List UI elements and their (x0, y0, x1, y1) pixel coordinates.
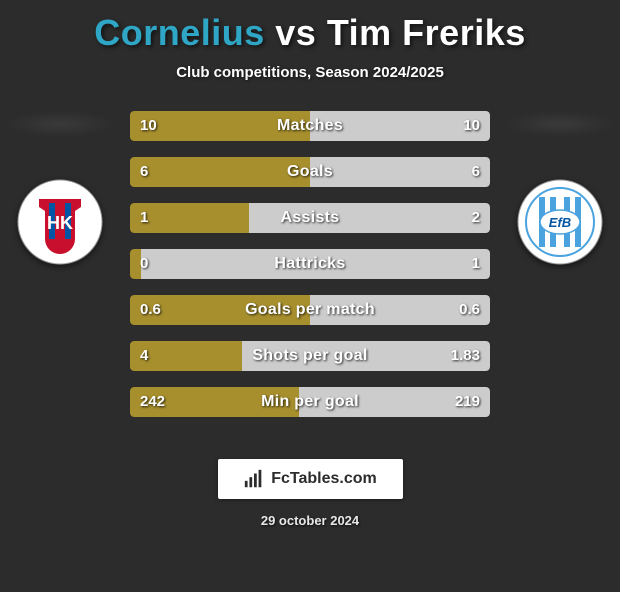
bar-left-fill (130, 157, 310, 187)
stat-value-right: 219 (455, 387, 480, 417)
stat-row: 242219Min per goal (130, 387, 490, 417)
stat-value-left: 1 (140, 203, 148, 233)
stat-value-left: 0.6 (140, 295, 161, 325)
stat-value-right: 6 (472, 157, 480, 187)
stat-row: 12Assists (130, 203, 490, 233)
site-name: FcTables.com (271, 470, 377, 488)
right-club-column: EfB (500, 111, 620, 265)
bar-right-fill (249, 203, 490, 233)
player2-name: Tim Freriks (327, 12, 526, 53)
stat-row: 1010Matches (130, 111, 490, 141)
bar-right-fill (141, 249, 490, 279)
stat-value-right: 2 (472, 203, 480, 233)
date-text: 29 october 2024 (0, 513, 620, 528)
player1-name: Cornelius (94, 12, 265, 53)
club-badge-right: EfB (517, 179, 603, 265)
content-area: HK EfB 1010Matches66Goals12Assists01Hatt… (0, 111, 620, 431)
bar-left-fill (130, 111, 310, 141)
stat-bars: 1010Matches66Goals12Assists01Hattricks0.… (130, 111, 490, 433)
stat-value-left: 4 (140, 341, 148, 371)
stat-value-left: 0 (140, 249, 148, 279)
stat-row: 66Goals (130, 157, 490, 187)
club-badge-left: HK (17, 179, 103, 265)
stat-value-left: 6 (140, 157, 148, 187)
stat-row: 0.60.6Goals per match (130, 295, 490, 325)
stat-row: 01Hattricks (130, 249, 490, 279)
vs-text: vs (275, 12, 316, 53)
stat-value-right: 1.83 (451, 341, 480, 371)
shadow-ellipse (505, 111, 615, 137)
stat-value-right: 10 (463, 111, 480, 141)
chart-icon (243, 468, 265, 490)
stat-value-left: 242 (140, 387, 165, 417)
stat-value-right: 1 (472, 249, 480, 279)
stat-row: 41.83Shots per goal (130, 341, 490, 371)
stat-value-right: 0.6 (459, 295, 480, 325)
shadow-ellipse (5, 111, 115, 137)
subtitle: Club competitions, Season 2024/2025 (0, 64, 620, 81)
site-logo: FcTables.com (218, 459, 403, 499)
stat-value-left: 10 (140, 111, 157, 141)
left-club-column: HK (0, 111, 120, 265)
bar-right-fill (310, 157, 490, 187)
svg-text:HK: HK (47, 213, 73, 233)
svg-text:EfB: EfB (549, 215, 571, 230)
comparison-title: Cornelius vs Tim Freriks (0, 12, 620, 54)
